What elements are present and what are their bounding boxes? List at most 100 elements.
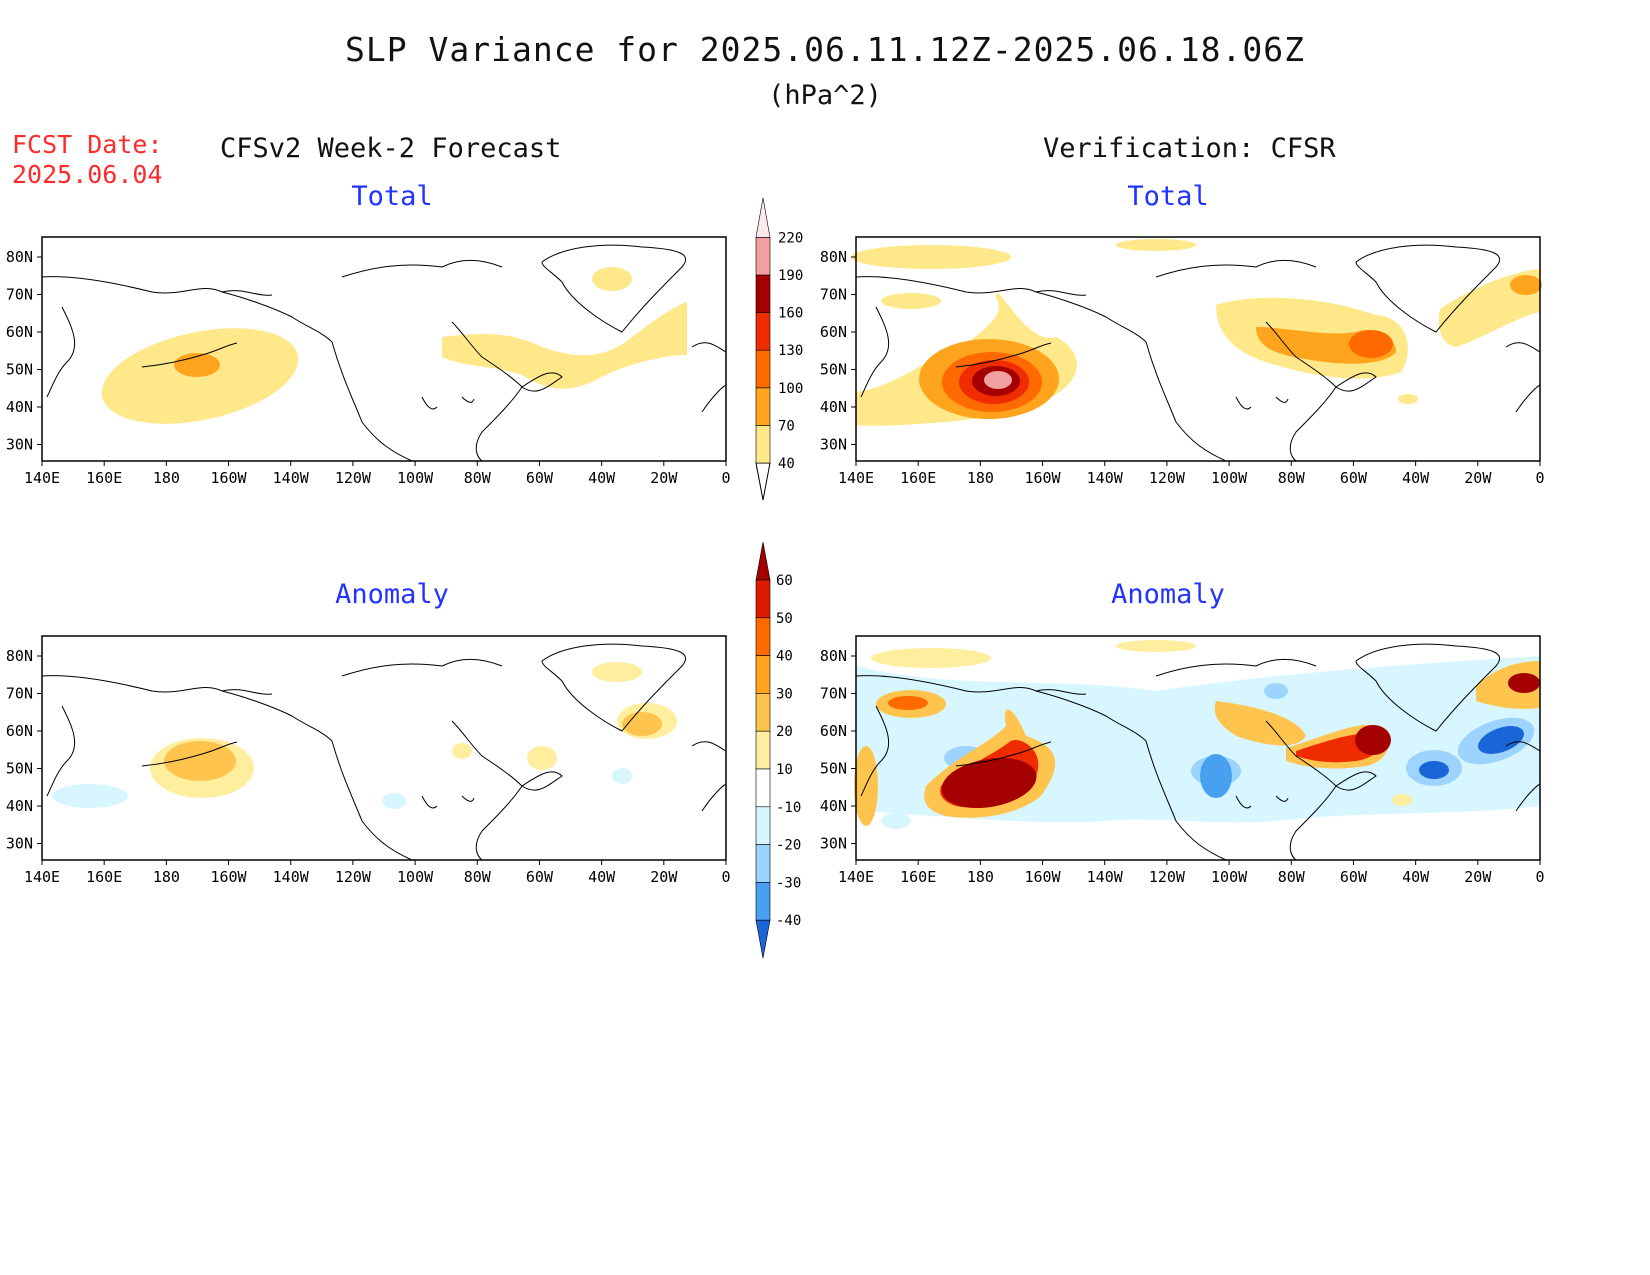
lon-tick-label: 160W	[1024, 469, 1061, 487]
lon-tick-label: 20W	[1464, 469, 1492, 487]
anomaly-colorbar: 60 50 40 30 20 10 -10 -20 -30 -40	[755, 541, 801, 959]
anomaly-colorbar-label: 40	[776, 649, 793, 665]
anomaly-colorbar-swatch	[755, 806, 771, 845]
anomaly-colorbar-label: 10	[776, 762, 793, 778]
lon-tick-label: 60W	[1340, 868, 1368, 886]
lon-tick-label: 180	[967, 469, 994, 487]
anomaly-colorbar-swatch	[755, 730, 771, 770]
lon-tick-label: 160W	[210, 868, 247, 886]
anomaly-colorbar-label: -30	[776, 875, 801, 891]
lon-tick-label: 120W	[1149, 868, 1186, 886]
anomaly-colorbar-lower-triangle	[755, 919, 771, 959]
total-colorbar-label: 160	[778, 306, 803, 322]
forecast-anomaly-map	[52, 662, 677, 809]
total-colorbar-label: 220	[778, 230, 803, 246]
anomaly-colorbar-upper-triangle	[755, 541, 771, 581]
verification-anomaly-shading	[854, 636, 1540, 860]
lat-tick-label: 70N	[820, 286, 847, 304]
lon-tick-label: 80W	[464, 868, 492, 886]
lon-tick-label: 80W	[1278, 469, 1306, 487]
lat-tick-label: 80N	[6, 248, 33, 266]
anomaly-colorbar-swatch	[755, 768, 771, 808]
forecast-anomaly-shading	[52, 662, 677, 809]
lon-tick-label: 140E	[24, 469, 60, 487]
total-colorbar-lower-triangle	[755, 462, 771, 501]
total-colorbar-label: 190	[778, 268, 803, 284]
lon-tick-label: 100W	[397, 469, 434, 487]
total-colorbar: 40 70 100 130 160 190 220	[755, 197, 803, 501]
lat-tick-label: 70N	[6, 685, 33, 703]
lon-tick-label: 0	[721, 868, 730, 886]
anomaly-colorbar-label: 50	[776, 611, 793, 627]
lat-tick-label: 60N	[820, 722, 847, 740]
total-colorbar-label: 130	[778, 343, 803, 359]
lat-tick-label: 80N	[820, 647, 847, 665]
verification-anomaly-border	[855, 635, 1541, 861]
lat-tick-label: 50N	[820, 361, 847, 379]
lon-tick-label: 160E	[86, 469, 122, 487]
lon-tick-label: 180	[153, 469, 180, 487]
lon-tick-label: 20W	[1464, 868, 1492, 886]
verification-total-map	[851, 239, 1542, 426]
lon-tick-label: 20W	[650, 469, 678, 487]
anomaly-colorbar-label: -20	[776, 838, 801, 854]
forecast-anomaly-label: Anomaly	[335, 579, 449, 610]
lon-tick-label: 80W	[1278, 868, 1306, 886]
lat-tick-label: 30N	[6, 835, 33, 853]
anomaly-colorbar-label: -10	[776, 800, 801, 816]
total-colorbar-swatch	[755, 312, 771, 351]
anomaly-colorbar-swatch	[755, 655, 771, 694]
verification-total-border	[855, 236, 1541, 462]
verification-anomaly-coastlines	[855, 643, 1541, 861]
lon-tick-label: 140W	[1087, 868, 1124, 886]
total-colorbar-label: 40	[778, 456, 795, 472]
total-colorbar-swatch	[755, 349, 771, 389]
anomaly-colorbar-swatch	[755, 617, 771, 656]
lon-tick-label: 100W	[1211, 469, 1248, 487]
total-colorbar-swatch	[755, 425, 771, 464]
lon-tick-label: 40W	[1402, 469, 1430, 487]
total-colorbar-swatch	[755, 387, 771, 426]
lon-tick-label: 20W	[650, 868, 678, 886]
lon-tick-label: 0	[1535, 868, 1544, 886]
verification-anomaly-label: Anomaly	[1111, 579, 1225, 610]
lon-tick-label: 120W	[335, 469, 372, 487]
lon-tick-label: 180	[153, 868, 180, 886]
total-colorbar-upper-triangle	[755, 197, 771, 238]
lon-tick-label: 140E	[838, 469, 874, 487]
lat-tick-label: 30N	[6, 436, 33, 454]
lon-tick-label: 40W	[588, 469, 616, 487]
verification-total-shading	[851, 239, 1542, 426]
fcst-date-value: 2025.06.04	[12, 160, 163, 189]
figure-title: SLP Variance for 2025.06.11.12Z-2025.06.…	[345, 30, 1305, 69]
lat-tick-label: 50N	[820, 760, 847, 778]
total-colorbar-swatch	[755, 237, 771, 276]
anomaly-colorbar-swatch	[755, 693, 771, 732]
lon-tick-label: 160W	[210, 469, 247, 487]
forecast-total-map	[101, 267, 687, 424]
verification-total-label: Total	[1127, 181, 1209, 212]
lat-tick-label: 60N	[820, 323, 847, 341]
forecast-total-coastlines	[41, 244, 727, 462]
lat-tick-label: 40N	[820, 797, 847, 815]
forecast-total-frame: 140E 160E 180 160W 140W 120W 100W 80W 60W 40W 20W 0…	[6, 236, 731, 487]
verification-column-header: Verification: CFSR	[1043, 133, 1336, 164]
lat-tick-label: 70N	[820, 685, 847, 703]
anomaly-colorbar-label: 20	[776, 724, 793, 740]
total-colorbar-swatch	[755, 274, 771, 313]
forecast-column-header: CFSv2 Week-2 Forecast	[220, 133, 562, 164]
lon-tick-label: 140W	[273, 868, 310, 886]
lon-tick-label: 40W	[1402, 868, 1430, 886]
lon-tick-label: 120W	[335, 868, 372, 886]
lon-tick-label: 160E	[900, 469, 936, 487]
forecast-total-shading	[101, 267, 687, 424]
lat-tick-label: 40N	[820, 398, 847, 416]
lon-tick-label: 140W	[273, 469, 310, 487]
forecast-anomaly-frame: 140E 160E 180 160W 140W 120W 100W 80W 60W 40W 20W 0…	[6, 635, 731, 886]
anomaly-colorbar-swatch	[755, 579, 771, 619]
anomaly-colorbar-label: 60	[776, 573, 793, 589]
lon-tick-label: 100W	[1211, 868, 1248, 886]
lat-tick-label: 40N	[6, 797, 33, 815]
lon-tick-label: 180	[967, 868, 994, 886]
